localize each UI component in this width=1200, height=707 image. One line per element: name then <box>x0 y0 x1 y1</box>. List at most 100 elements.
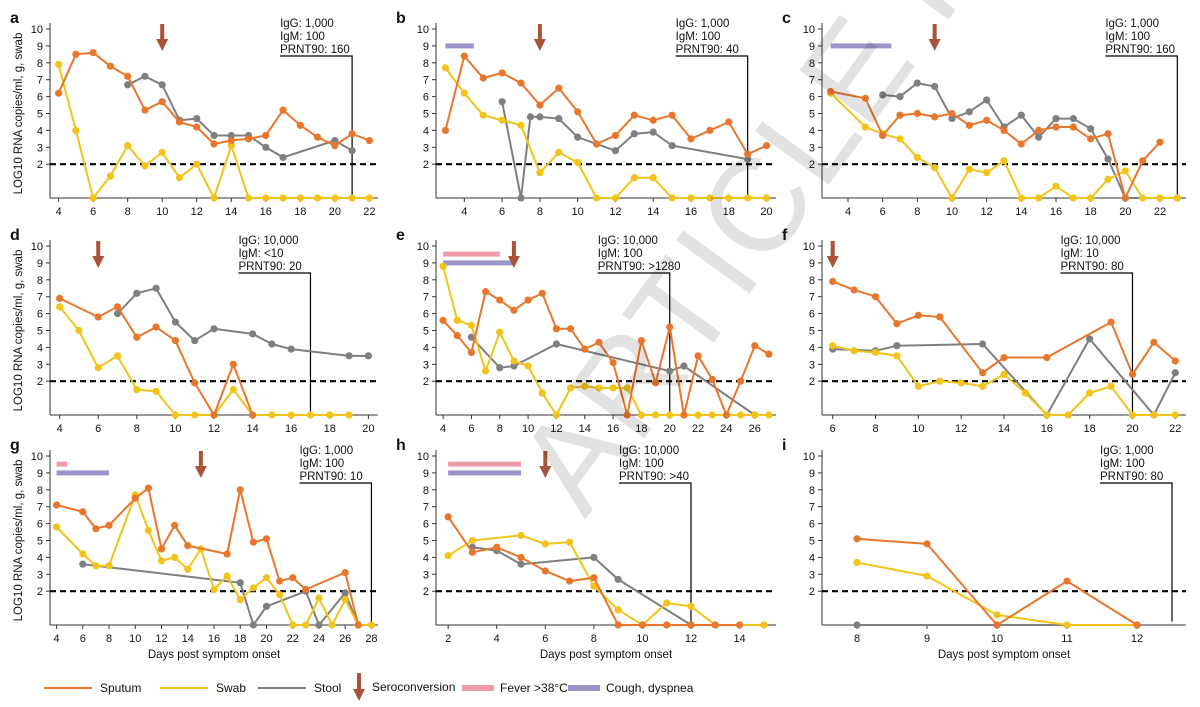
data-point-sputum <box>948 109 956 118</box>
data-point-sputum <box>56 294 64 302</box>
y-tick-label: 7 <box>37 502 43 514</box>
x-tick-label: 4 <box>440 423 446 435</box>
data-point-stool <box>79 560 87 568</box>
seroconversion-arrow-shaft <box>511 241 516 257</box>
data-point-swab <box>565 538 574 546</box>
y-tick-label: 10 <box>803 451 815 463</box>
series-line-stool <box>127 75 353 159</box>
y-tick-label: 6 <box>37 92 43 104</box>
x-tick-label: 8 <box>854 633 860 645</box>
x-tick-label: 18 <box>1084 423 1096 435</box>
y-tick-label: 5 <box>809 536 815 548</box>
data-point-sputum <box>517 79 525 87</box>
x-tick-label: 16 <box>685 206 697 218</box>
x-tick-label: 8 <box>537 206 543 218</box>
data-point-swab <box>345 411 353 419</box>
data-point-sputum <box>735 621 744 629</box>
y-tick-label: 2 <box>423 586 429 598</box>
data-point-swab <box>133 386 141 394</box>
data-point-swab <box>468 536 477 545</box>
legend-cough-bar <box>568 685 600 691</box>
data-point-swab <box>936 377 944 385</box>
data-point-sputum <box>565 577 574 585</box>
data-point-swab <box>923 572 931 580</box>
prnt90-label: PRNT90: 160 <box>280 44 350 56</box>
x-tick-label: 10 <box>912 423 924 435</box>
data-point-swab <box>611 194 620 202</box>
data-point-sputum <box>680 411 688 419</box>
data-point-sputum <box>663 621 671 629</box>
data-point-sputum <box>687 621 695 629</box>
data-point-sputum <box>113 303 122 311</box>
panel-d: d LOG10 RNA copies/ml, g, swab 2 3 4 5 6 7 8 9 10 4… <box>10 227 378 435</box>
x-tick-label: 22 <box>1154 206 1166 218</box>
y-tick-label: 8 <box>809 485 815 497</box>
y-tick-label: 5 <box>809 109 815 121</box>
x-tick-label: 18 <box>294 206 306 218</box>
data-point-swab <box>1086 389 1094 397</box>
legend-stool: Stool <box>258 678 341 698</box>
y-tick-label: 4 <box>809 552 815 564</box>
y-tick-label: 5 <box>37 109 43 121</box>
panel-e: e 2 3 4 5 6 7 8 9 10 4 6 8 10 12 14 16 18 20 22 24 26 IgG: 10,… <box>396 227 776 435</box>
cough-bar <box>56 470 110 476</box>
data-point-sputum <box>706 126 714 134</box>
data-point-swab <box>184 565 192 573</box>
data-point-sputum <box>850 286 858 294</box>
x-tick-label: 6 <box>499 206 505 218</box>
data-point-swab <box>948 194 956 202</box>
x-tick-label: 6 <box>468 423 474 435</box>
seroconversion-arrow-head <box>194 466 207 478</box>
data-point-stool <box>1052 114 1060 123</box>
data-point-sputum <box>1107 318 1115 326</box>
seroconversion-arrow-head <box>156 39 169 51</box>
data-point-sputum <box>993 621 1001 629</box>
x-tick-label: 14 <box>246 423 258 435</box>
data-point-sputum <box>210 411 218 419</box>
prnt90-label: PRNT90: >40 <box>619 471 689 483</box>
fever-bar <box>443 251 500 257</box>
y-tick-label: 9 <box>37 468 43 480</box>
data-point-swab <box>736 411 745 419</box>
series-line-stool <box>82 563 360 626</box>
data-point-sputum <box>1087 135 1095 143</box>
y-tick-label: 4 <box>423 552 429 564</box>
series-line-stool <box>832 337 1177 416</box>
data-point-swab <box>313 194 322 202</box>
seroconversion-arrow-shaft <box>96 241 101 257</box>
y-tick-label: 5 <box>423 326 429 338</box>
data-point-swab <box>1017 194 1025 202</box>
data-point-sputum <box>313 133 322 141</box>
data-point-sputum <box>131 494 139 502</box>
fever-bar <box>56 461 68 467</box>
data-point-swab <box>871 348 880 357</box>
data-point-swab <box>708 411 716 419</box>
y-tick-label: 2 <box>423 376 429 388</box>
data-point-sputum <box>1035 126 1043 134</box>
y-tick-label: 2 <box>37 376 43 388</box>
data-point-stool <box>1035 133 1043 141</box>
igm-label: IgM: <10 <box>238 248 283 260</box>
x-tick-label: 10 <box>636 633 648 645</box>
data-point-sputum <box>92 525 100 533</box>
data-point-sputum <box>725 118 733 126</box>
data-point-stool <box>331 136 339 145</box>
data-point-swab <box>510 357 518 365</box>
legend-sputum-line <box>44 687 92 689</box>
panel-letter: g <box>10 437 20 454</box>
y-tick-label: 7 <box>423 292 429 304</box>
seroconversion-arrow-head <box>507 256 520 268</box>
x-tick-label: 22 <box>363 206 375 218</box>
y-tick-label: 10 <box>31 241 43 253</box>
y-tick-label: 2 <box>423 159 429 171</box>
x-tick-label: 6 <box>830 423 836 435</box>
x-tick-label: 22 <box>692 423 704 435</box>
x-tick-label: 12 <box>191 206 203 218</box>
data-point-stool <box>1017 111 1025 119</box>
data-point-swab <box>983 169 991 177</box>
data-point-swab <box>517 121 525 129</box>
series-line-stool <box>501 101 748 199</box>
x-tick-label: 8 <box>106 633 112 645</box>
data-point-stool <box>364 352 372 360</box>
data-point-swab <box>210 194 218 202</box>
